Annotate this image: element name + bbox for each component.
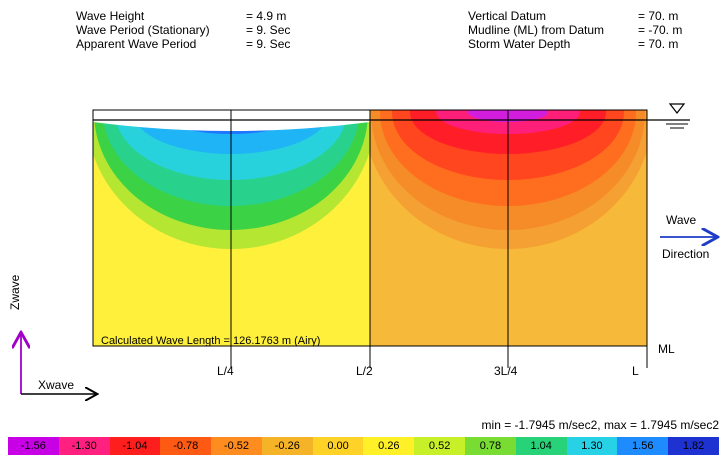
wave-label: Wave [666,213,697,227]
min-max-readout: min = -1.7945 m/sec2, max = 1.7945 m/sec… [481,418,719,432]
storm-depth-value: = 70. m [638,37,679,51]
apparent-period-label: Apparent Wave Period [76,37,197,51]
wave-height-value: = 4.9 m [246,9,287,23]
colorbar-cell: 0.26 [363,437,415,455]
x-tick-three-quarter: 3L/4 [494,364,518,378]
colorbar-cell: 0.78 [465,437,516,455]
colorbar-cell: 1.30 [566,437,618,455]
colorbar-cell: -0.26 [261,437,313,455]
water-level-icon [666,103,688,129]
x-tick-quarter: L/4 [217,364,234,378]
wave-period-value: = 9. Sec [246,23,291,37]
z-axis-label: Zwave [8,274,22,310]
wave-period-label: Wave Period (Stationary) [76,23,210,37]
vertical-datum-label: Vertical Datum [468,9,547,23]
colorbar-cell: -1.30 [58,437,110,455]
colorbar-cell: -0.78 [160,437,212,455]
x-tick-half: L/2 [356,364,373,378]
colorbar-cell: -1.56 [8,437,59,455]
colorbar-cell: -1.04 [109,437,161,455]
colorbar-cell: 1.56 [617,437,669,455]
x-tick-full: L [632,364,639,378]
storm-depth-label: Storm Water Depth [468,37,571,51]
colorbar-cell: 0.52 [414,437,466,455]
mudline-value: = -70. m [638,23,683,37]
colorbar: -1.56 -1.30 -1.04 -0.78 -0.52 -0.26 0.00 0.26 0.… [8,437,719,455]
colorbar-cell: 0.00 [312,437,364,455]
mudline-marker-label: ML [658,342,675,356]
mudline-label: Mudline (ML) from Datum [468,23,605,37]
wave-length-note: Calculated Wave Length = 126.1763 m (Air… [101,335,321,347]
apparent-period-value: = 9. Sec [246,37,291,51]
colorbar-cell: 1.04 [515,437,567,455]
vertical-datum-value: = 70. m [638,9,679,23]
direction-label: Direction [662,247,710,261]
x-axis-label: Xwave [38,378,75,392]
colorbar-cell: -0.52 [211,437,262,455]
wave-height-label: Wave Height [76,9,145,23]
colorbar-cell: 1.82 [668,437,719,455]
